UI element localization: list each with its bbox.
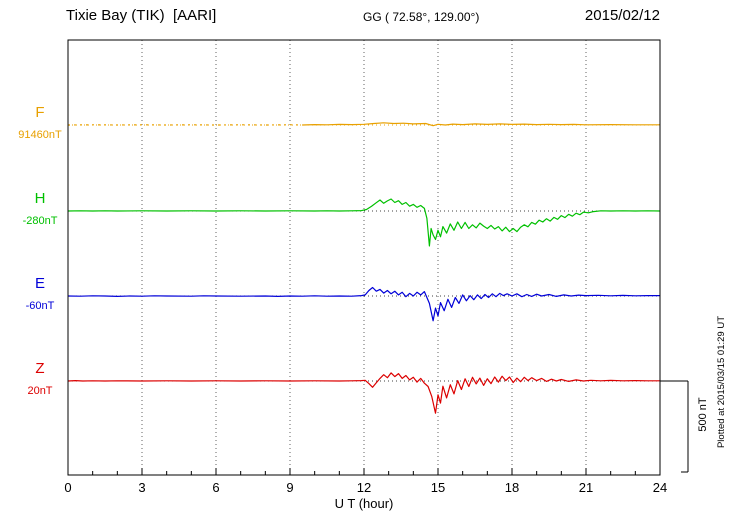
- x-tick-label: 15: [430, 480, 446, 495]
- x-tick-label: 12: [356, 480, 372, 495]
- component-label-F: F: [35, 104, 45, 121]
- component-baseline-value-F: 91460nT: [18, 129, 62, 141]
- component-label-Z: Z: [35, 360, 45, 377]
- trace-Z: [67, 372, 660, 414]
- plot-frame: [67, 39, 661, 476]
- plotted-at-note: Plotted at 2015/03/15 01:29 UT: [716, 315, 727, 449]
- x-tick-label: 18: [504, 480, 520, 495]
- x-tick-label: 9: [286, 480, 294, 495]
- plot-date: 2015/02/12: [584, 7, 660, 24]
- x-tick-label: 24: [652, 480, 668, 495]
- x-tick-label: 6: [212, 480, 220, 495]
- x-tick-label: 21: [578, 480, 594, 495]
- station-title: Tixie Bay (TIK) [AARI]: [66, 7, 217, 24]
- trace-F: [302, 122, 660, 127]
- geographic-coordinates: GG ( 72.58°, 129.00°): [363, 10, 480, 24]
- x-tick-label: 0: [64, 480, 72, 495]
- x-tick-label: 3: [138, 480, 146, 495]
- scale-bar-label: 500 nT: [697, 397, 709, 432]
- trace-E: [67, 286, 660, 322]
- component-baseline-value-Z: 20nT: [27, 385, 53, 397]
- component-baseline-value-E: -60nT: [25, 300, 55, 312]
- component-baseline-value-H: -280nT: [22, 215, 58, 227]
- component-label-H: H: [34, 190, 46, 207]
- trace-H: [67, 198, 661, 247]
- x-axis-label: U T (hour): [334, 496, 394, 511]
- component-label-E: E: [34, 275, 45, 292]
